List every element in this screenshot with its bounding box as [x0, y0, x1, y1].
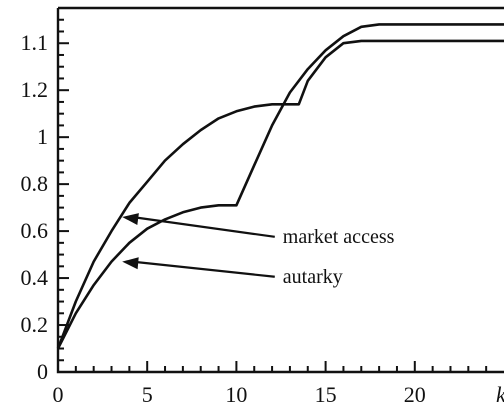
- axis-frame: [56, 6, 504, 374]
- y-tick-label: 1.2: [21, 77, 49, 102]
- tick-labels: 0 5 10 15 20 0 0.2 0.4 0.6 0.8 1 1.2 1.1: [21, 30, 426, 407]
- minor-ticks: [58, 7, 488, 372]
- y-tick-label: 0.8: [21, 171, 49, 196]
- curves: [56, 23, 504, 350]
- major-ticks: [57, 42, 416, 373]
- plot-area: 0 5 10 15 20 0 0.2 0.4 0.6 0.8 1 1.2 1.1 market acce…: [21, 6, 504, 407]
- series-line-2: [56, 23, 504, 350]
- series-line-1: [56, 39, 504, 349]
- x-tick-label: 0: [53, 382, 64, 407]
- annotations: market access autarky: [122, 213, 395, 288]
- annotation-label: market access: [283, 226, 395, 248]
- annotation-arrow-line: [132, 260, 275, 278]
- y-tick-label: 0.6: [21, 218, 49, 243]
- y-tick-label: 1: [37, 124, 48, 149]
- y-tick-label: 0.4: [21, 265, 49, 290]
- x-tick-label: 10: [225, 382, 247, 407]
- annotation-label: autarky: [283, 266, 343, 288]
- x-tick-label: 15: [315, 382, 337, 407]
- y-tick-label: 0: [37, 359, 48, 384]
- x-tick-label: 20: [404, 382, 426, 407]
- x-tick-label: 5: [142, 382, 153, 407]
- annotation-arrow-head: [122, 257, 139, 270]
- annotation-arrow-head: [122, 213, 139, 225]
- x-axis-label: k: [496, 382, 504, 407]
- annotation-arrow-line: [132, 215, 275, 238]
- y-tick-label: 0.2: [21, 312, 49, 337]
- y-tick-label: 1.1: [21, 30, 49, 55]
